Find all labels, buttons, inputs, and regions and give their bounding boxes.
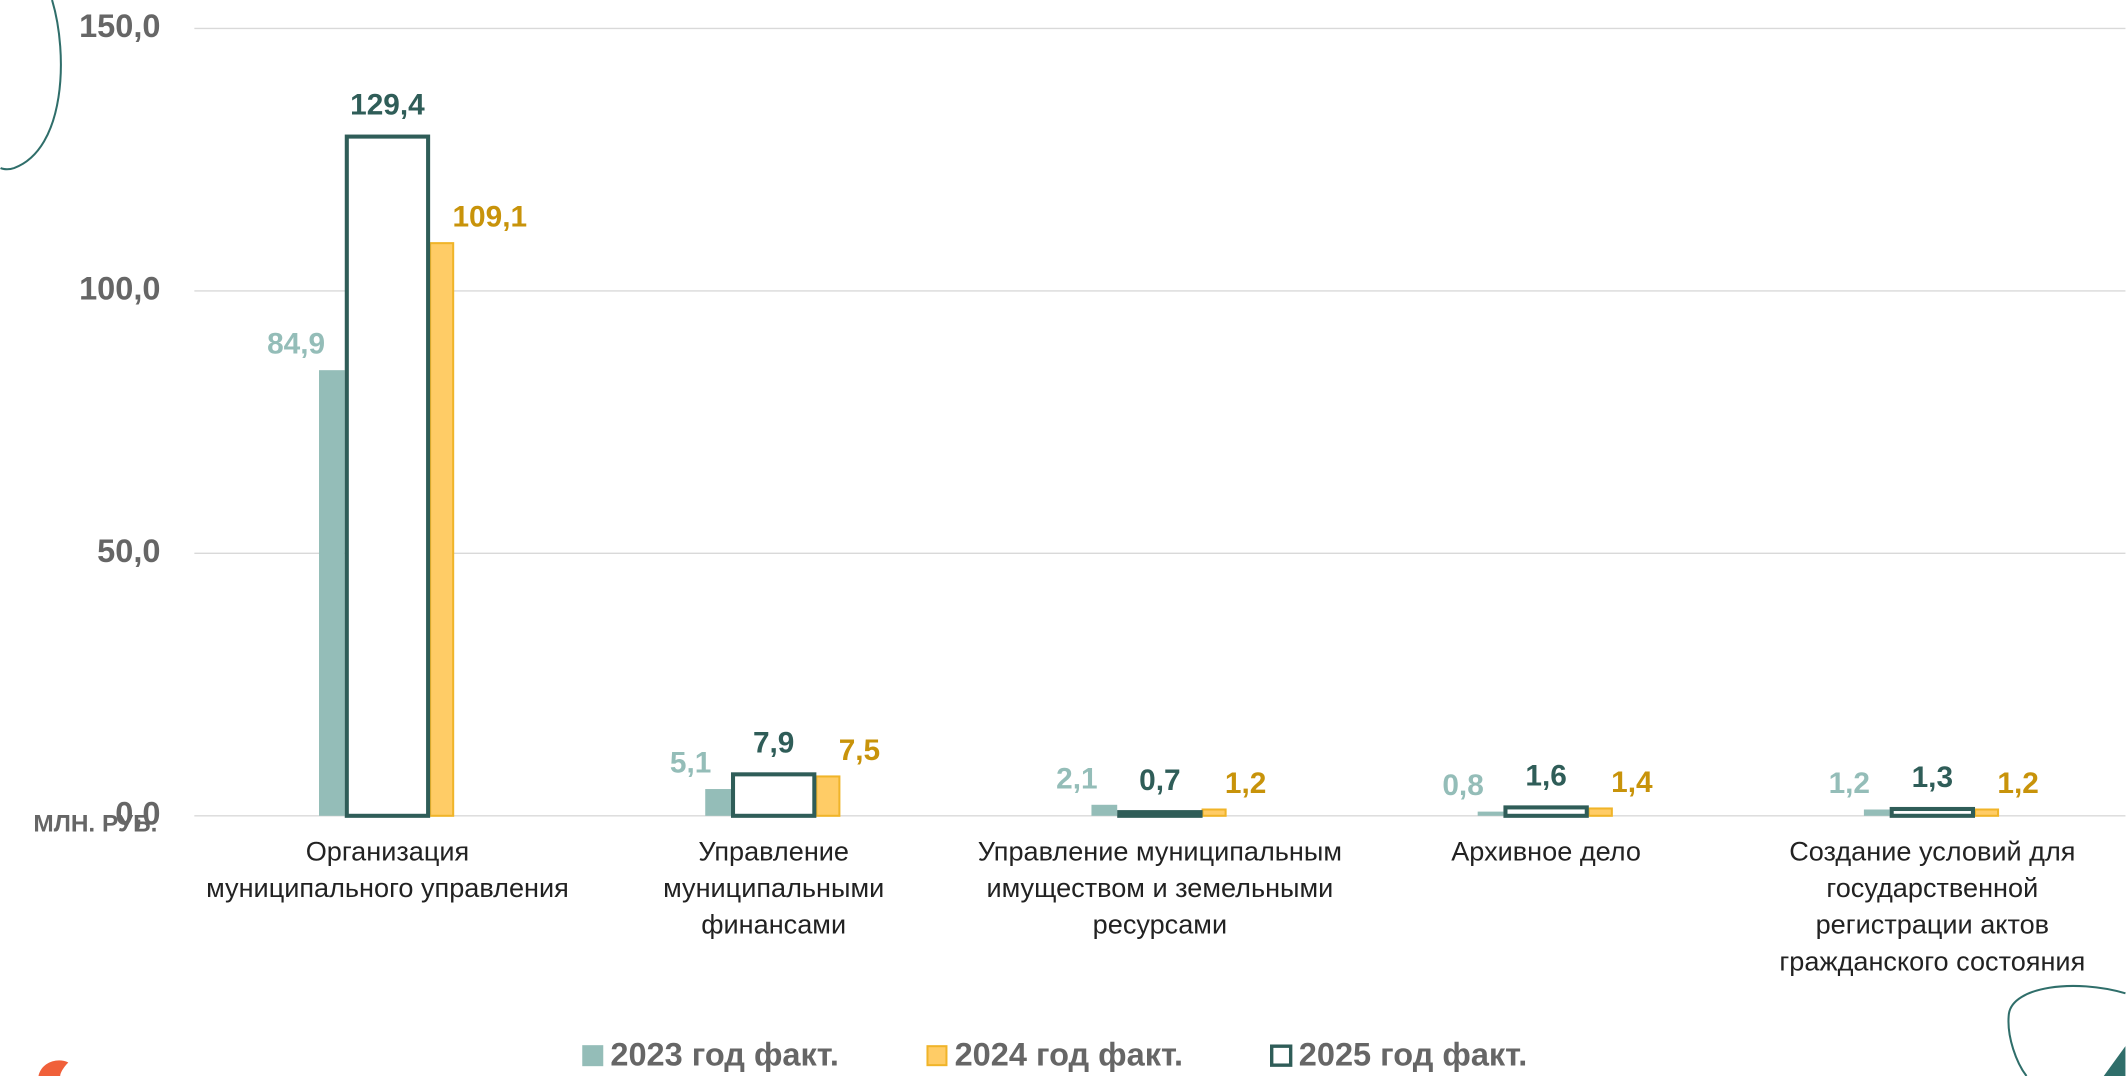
bar	[319, 370, 345, 816]
data-label: 1,2	[1829, 767, 1870, 800]
data-label: 84,9	[267, 328, 325, 361]
data-label: 1,4	[1611, 766, 1653, 799]
decor-shape	[2103, 1046, 2126, 1076]
bar	[1863, 809, 1890, 816]
legend-swatch	[582, 1045, 604, 1067]
x-tick-label: Управление муниципальными финансами	[663, 837, 885, 941]
bar	[1889, 806, 1976, 818]
data-label: 1,6	[1525, 759, 1566, 792]
bar	[1201, 808, 1227, 817]
bar	[1091, 804, 1118, 816]
y-tick-label: 100,0	[79, 271, 160, 307]
bar	[730, 772, 817, 818]
data-label: 1,3	[1912, 761, 1953, 794]
data-label: 129,4	[350, 89, 425, 122]
data-label: 0,7	[1139, 764, 1180, 797]
bar	[344, 134, 431, 818]
legend-label: 2025 год факт.	[1299, 1037, 1528, 1073]
bar	[1117, 810, 1203, 818]
decor-curve	[2007, 984, 2126, 1076]
data-label: 0,8	[1442, 769, 1483, 802]
x-tick-label: Создание условий для государственной рег…	[1779, 837, 2086, 978]
bar	[1587, 807, 1613, 817]
bar	[1974, 808, 2000, 817]
bar	[705, 789, 731, 816]
legend-swatch	[926, 1045, 948, 1067]
data-label: 7,9	[753, 726, 794, 759]
x-tick-label-box: Создание условий для государственной рег…	[1779, 837, 2086, 978]
x-tick-label-box: Организация муниципального управления	[206, 837, 569, 904]
data-label: 1,2	[1997, 767, 2038, 800]
decor-curve	[0, 0, 62, 171]
bar	[815, 775, 841, 817]
legend-swatch	[1270, 1044, 1293, 1067]
bar	[1503, 805, 1589, 818]
data-label: 1,2	[1225, 767, 1266, 800]
y-tick-label: 50,0	[97, 533, 160, 569]
decor-blob	[38, 1060, 69, 1076]
data-label: 2,1	[1056, 762, 1097, 795]
x-tick-label-box: Управление муниципальным имуществом и зе…	[977, 837, 1343, 941]
bar	[429, 242, 455, 817]
legend-label: 2024 год факт.	[955, 1037, 1183, 1073]
data-label: 109,1	[452, 201, 527, 234]
data-label: 5,1	[670, 747, 711, 780]
x-tick-label-box: Управление муниципальными финансами	[663, 837, 885, 941]
data-label: 7,5	[839, 734, 880, 767]
bar	[1477, 811, 1504, 816]
x-tick-label-box: Архивное дело	[1451, 837, 1641, 868]
x-tick-label: Управление муниципальным имуществом и зе…	[977, 837, 1343, 941]
y-axis-label: МЛН. РУБ.	[33, 811, 157, 838]
x-tick-label: Архивное дело	[1451, 837, 1641, 868]
y-tick-label: 0,0	[115, 795, 160, 831]
legend-label: 2023 год факт.	[610, 1037, 839, 1073]
x-tick-label: Организация муниципального управления	[206, 837, 569, 904]
y-tick-label: 150,0	[79, 8, 160, 44]
